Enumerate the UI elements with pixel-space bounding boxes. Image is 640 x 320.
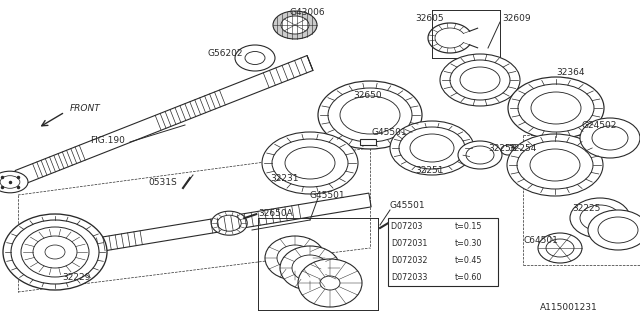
Ellipse shape xyxy=(508,77,604,139)
Ellipse shape xyxy=(280,246,340,290)
Bar xyxy=(388,218,498,286)
Text: FIG.190: FIG.190 xyxy=(90,135,125,145)
Text: 32254: 32254 xyxy=(508,143,536,153)
Text: 32258: 32258 xyxy=(488,143,516,153)
Ellipse shape xyxy=(507,134,603,196)
Text: 32650: 32650 xyxy=(353,91,381,100)
Ellipse shape xyxy=(292,255,328,281)
Ellipse shape xyxy=(466,146,494,164)
Ellipse shape xyxy=(272,139,348,187)
Ellipse shape xyxy=(517,141,593,189)
Ellipse shape xyxy=(531,92,581,124)
Ellipse shape xyxy=(328,88,412,142)
Ellipse shape xyxy=(546,239,574,257)
Ellipse shape xyxy=(21,227,89,277)
Text: D072032: D072032 xyxy=(391,256,428,265)
Ellipse shape xyxy=(538,233,582,263)
Text: t=0.30: t=0.30 xyxy=(455,239,482,248)
Ellipse shape xyxy=(399,127,465,169)
Text: 32650A: 32650A xyxy=(258,209,292,218)
Text: G56202: G56202 xyxy=(208,49,243,58)
Ellipse shape xyxy=(530,149,580,181)
Text: 32225: 32225 xyxy=(572,204,600,212)
Ellipse shape xyxy=(450,60,510,100)
Ellipse shape xyxy=(3,214,107,290)
Text: 32605: 32605 xyxy=(415,13,444,22)
Text: 32364: 32364 xyxy=(556,68,584,76)
Ellipse shape xyxy=(11,220,99,284)
Ellipse shape xyxy=(33,236,77,268)
Ellipse shape xyxy=(410,134,454,162)
Ellipse shape xyxy=(281,16,309,34)
Ellipse shape xyxy=(277,245,313,271)
Text: t=0.60: t=0.60 xyxy=(455,273,482,282)
Text: G24502: G24502 xyxy=(582,121,618,130)
Text: D072031: D072031 xyxy=(391,239,428,248)
Text: G45501: G45501 xyxy=(372,127,408,137)
Text: t=0.45: t=0.45 xyxy=(455,256,483,265)
Ellipse shape xyxy=(211,211,247,235)
Ellipse shape xyxy=(318,81,422,149)
Text: 32251: 32251 xyxy=(415,165,444,174)
Ellipse shape xyxy=(570,198,630,238)
Ellipse shape xyxy=(458,141,502,169)
Ellipse shape xyxy=(592,126,628,150)
Ellipse shape xyxy=(217,215,241,231)
Text: 32231: 32231 xyxy=(270,173,298,182)
Text: 0531S: 0531S xyxy=(148,178,177,187)
Ellipse shape xyxy=(45,245,65,259)
Ellipse shape xyxy=(440,54,520,106)
Text: FRONT: FRONT xyxy=(70,103,100,113)
Text: t=0.15: t=0.15 xyxy=(455,222,483,231)
Text: D072033: D072033 xyxy=(391,273,428,282)
Ellipse shape xyxy=(588,210,640,250)
Text: 32609: 32609 xyxy=(502,13,531,22)
Ellipse shape xyxy=(598,217,638,243)
Ellipse shape xyxy=(245,52,265,65)
Ellipse shape xyxy=(298,259,362,307)
Polygon shape xyxy=(15,56,313,186)
Ellipse shape xyxy=(460,67,500,93)
Polygon shape xyxy=(17,193,371,265)
Bar xyxy=(360,139,376,145)
Ellipse shape xyxy=(340,96,400,134)
Text: G43006: G43006 xyxy=(290,7,326,17)
Ellipse shape xyxy=(501,145,515,155)
Text: D07203: D07203 xyxy=(391,222,425,231)
Ellipse shape xyxy=(518,84,594,132)
Text: G45501: G45501 xyxy=(390,201,426,210)
Ellipse shape xyxy=(0,176,20,188)
Ellipse shape xyxy=(390,121,474,175)
Ellipse shape xyxy=(265,236,325,280)
Ellipse shape xyxy=(262,132,358,194)
Ellipse shape xyxy=(0,171,28,193)
Text: 32229: 32229 xyxy=(62,274,90,283)
Text: C64501: C64501 xyxy=(524,236,559,244)
Ellipse shape xyxy=(273,11,317,39)
Ellipse shape xyxy=(285,147,335,179)
Text: G45501: G45501 xyxy=(310,190,346,199)
Ellipse shape xyxy=(580,118,640,158)
Ellipse shape xyxy=(320,276,340,290)
Ellipse shape xyxy=(580,205,620,231)
Ellipse shape xyxy=(235,45,275,71)
Text: A115001231: A115001231 xyxy=(540,303,598,312)
